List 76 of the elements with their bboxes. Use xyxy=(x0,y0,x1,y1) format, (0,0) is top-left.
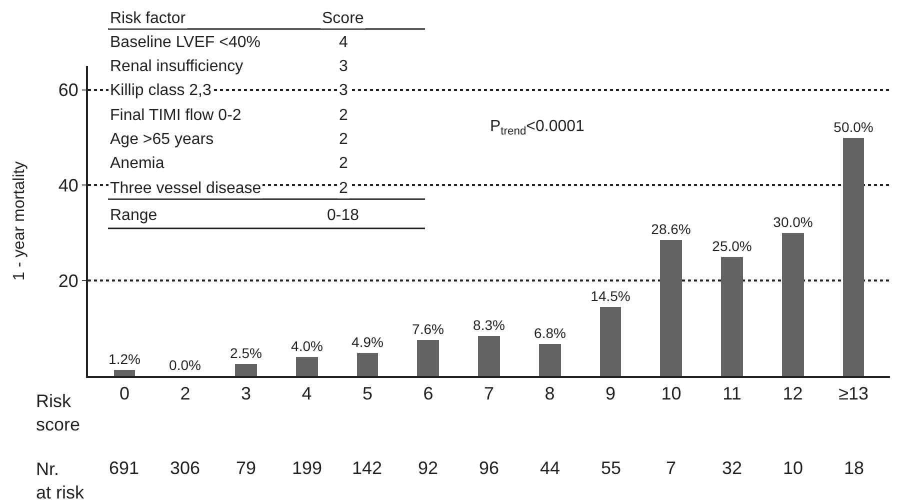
data-label: 14.5% xyxy=(590,288,630,304)
data-label: 4.9% xyxy=(352,334,384,350)
text: 306 xyxy=(170,458,200,478)
bar xyxy=(721,257,743,376)
text: 18 xyxy=(844,458,864,478)
data-label: 8.3% xyxy=(473,317,505,333)
bar xyxy=(660,240,682,376)
annotation: Range xyxy=(110,207,158,224)
text: 691 xyxy=(109,458,140,478)
x-tick-label: 2 xyxy=(180,384,190,404)
x-tick-label: 6 xyxy=(423,384,434,404)
bar xyxy=(539,344,561,376)
annotation: 2 xyxy=(339,180,348,197)
x-tick-label: 10 xyxy=(661,384,682,404)
bar xyxy=(782,233,804,376)
text: 4 xyxy=(339,34,348,51)
data-label: 28.6% xyxy=(651,221,691,237)
data-label: 7.6% xyxy=(412,321,444,337)
text: Risk factor xyxy=(110,10,186,27)
data-label: 1.2% xyxy=(108,351,140,367)
annotation: 2 xyxy=(339,107,348,124)
bar xyxy=(417,340,439,376)
annotation: P$_{trend}$<0.0001 xyxy=(490,118,585,138)
x-tick-label: 5 xyxy=(362,384,372,404)
x-axis-title: Risk score xyxy=(36,391,80,434)
x-tick-label: 7 xyxy=(484,384,494,404)
text: 32 xyxy=(722,458,742,478)
text: 92 xyxy=(418,458,438,478)
annotation: Anemia xyxy=(110,155,164,172)
data-label: 6.8% xyxy=(534,325,566,341)
bar xyxy=(114,370,135,376)
data-label: 0.0% xyxy=(169,357,201,373)
bar xyxy=(296,357,318,376)
text: 55 xyxy=(601,458,622,478)
data-label: 30.0% xyxy=(773,214,813,230)
x-tick-label: 9 xyxy=(606,384,616,404)
text: 7 xyxy=(666,458,676,478)
annotation: Renal insufficiency xyxy=(110,58,244,75)
y-tick-label: 20 xyxy=(58,270,78,291)
x-tick-label: 3 xyxy=(240,384,251,404)
y-tick-label: 60 xyxy=(58,80,78,100)
annotation: Final TIMI flow 0-2 xyxy=(110,107,242,124)
x-tick-label: 4 xyxy=(302,384,312,404)
text: Score xyxy=(322,10,364,27)
text: 199 xyxy=(292,458,322,478)
annotation: 3 xyxy=(339,58,348,75)
bar xyxy=(478,336,500,376)
x-tick-label: ≥13 xyxy=(838,384,869,404)
text: Nr. at risk xyxy=(36,459,86,501)
bar xyxy=(600,307,621,376)
bar xyxy=(357,353,378,376)
y-axis-title: 1 - year mortality xyxy=(10,161,28,281)
text: 96 xyxy=(479,458,500,478)
text: 79 xyxy=(236,458,256,478)
annotation: 2 xyxy=(339,155,348,172)
annotation: Killip class 2,3 xyxy=(110,82,212,99)
annotation: Three vessel disease xyxy=(110,180,262,197)
x-tick-label: 12 xyxy=(782,384,803,404)
annotation: 0-18 xyxy=(327,207,360,224)
y-tick-label: 40 xyxy=(58,176,78,196)
data-label: 50.0% xyxy=(834,119,874,135)
x-tick-label: 11 xyxy=(722,384,742,404)
bar xyxy=(843,138,864,376)
bar xyxy=(235,364,257,376)
x-tick-label: 0 xyxy=(119,384,130,404)
text: 142 xyxy=(352,458,382,478)
annotation: Age >65 years xyxy=(110,131,214,148)
annotation: 2 xyxy=(339,131,348,148)
text: 10 xyxy=(783,458,804,478)
text: 44 xyxy=(540,458,560,478)
annotation: 3 xyxy=(339,82,348,99)
text: Baseline LVEF <40% xyxy=(110,34,260,51)
x-tick-label: 8 xyxy=(544,384,555,404)
data-label: 2.5% xyxy=(230,345,262,361)
data-label: 25.0% xyxy=(712,238,752,254)
data-label: 4.0% xyxy=(291,338,323,354)
